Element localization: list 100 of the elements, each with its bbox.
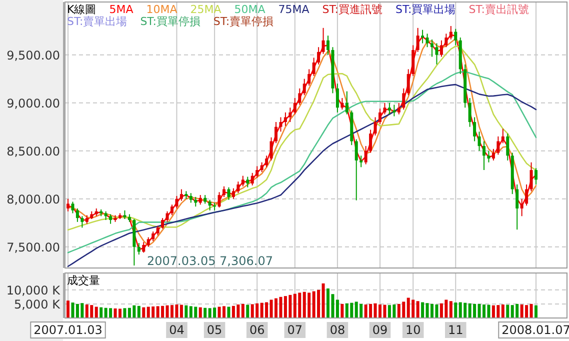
y-tick-label: 5,000 K [14,297,62,312]
candlestick [516,184,519,230]
bar [142,307,146,318]
x-tick-label: 04 [169,323,184,337]
bar [180,304,183,318]
candlestick [449,26,452,40]
bar [416,301,420,318]
bar [100,307,103,318]
legend-label: ST:賣單停損 [213,15,274,28]
candlestick [175,195,178,209]
candlestick [76,208,79,222]
candlestick [388,102,391,115]
candlestick [256,166,259,178]
y-tick-label: 9,500.00 [6,48,60,62]
chart-title: K線圖 [67,3,96,16]
candlestick [416,27,420,52]
candlestick [397,102,400,115]
candlestick [222,186,226,198]
candlestick [482,140,486,171]
candlestick [109,214,112,224]
candlestick [525,184,528,206]
candlestick [340,98,344,110]
candlestick [298,88,302,106]
candlestick [487,150,490,163]
candlestick [496,136,500,156]
candlestick [454,28,458,46]
y-tick-label: 9,000.00 [6,96,60,110]
text: 5MA [109,3,134,16]
candlestick [492,148,495,161]
candlestick [265,155,268,168]
candlestick [473,116,476,142]
bar [530,304,533,318]
legend-label: ST:買單停損 [140,15,200,28]
candlestick [302,78,306,96]
candlestick [189,192,192,204]
candlestick [392,104,396,117]
candlestick [345,90,348,115]
bar [198,307,202,318]
bar [506,304,510,318]
candlestick [506,133,510,161]
text: 75MA [278,3,310,16]
candlestick [402,88,406,110]
bar [137,306,140,318]
candlestick [326,35,330,56]
legend-label: ST:賣單出場 [67,15,128,28]
bar [71,302,74,318]
candlestick [435,42,438,65]
candlestick [288,107,292,123]
candlestick [241,175,244,187]
candlestick [198,194,202,206]
x-tick-label: 2007.01.03 [34,323,102,337]
candlestick [232,188,235,200]
candlestick [66,198,70,212]
candlestick [227,186,230,200]
x-tick-label: 10 [405,323,421,337]
x-tick-label: 08 [330,323,346,337]
candlestick [156,225,160,236]
text: 50MA [234,3,266,16]
candlestick [213,202,216,211]
candlestick [246,176,250,188]
candlestick [161,218,164,230]
candlestick [374,116,377,136]
candlestick [166,210,169,222]
candlestick [520,198,524,217]
bar [449,301,452,318]
bar [184,305,188,318]
x-tick-label: 07 [287,323,303,337]
candlestick [426,33,429,48]
candlestick [383,102,386,115]
candlestick [71,201,74,214]
candlestick [336,83,339,113]
bar [501,304,504,318]
candlestick [270,136,273,161]
candlestick [218,192,221,208]
candlestick [279,116,282,132]
bar [421,302,424,318]
bar [123,308,126,318]
y-tick-label: 8,500.00 [6,144,60,158]
candlestick [421,29,424,44]
candlestick [137,242,140,256]
candlestick [406,68,410,96]
candlestick [146,236,150,248]
annotation: 2007.03.05 7,306.07 [147,254,273,268]
candlestick [440,40,443,58]
candlestick [378,108,382,124]
bar [340,304,344,318]
candlestick [364,146,368,165]
candlestick [170,204,174,216]
candlestick [530,162,533,192]
legend-label: ST:買進訊號 [322,3,382,16]
bar [94,306,98,318]
candlestick [274,122,278,144]
x-tick-label: 06 [249,323,265,337]
candlestick [354,138,358,201]
x-tick-label: 11 [448,323,464,337]
x-tick-label: 09 [372,323,388,337]
candlestick [208,199,212,211]
candlestick [293,98,296,115]
candlestick [180,188,183,202]
x-tick-label: 05 [206,323,222,337]
